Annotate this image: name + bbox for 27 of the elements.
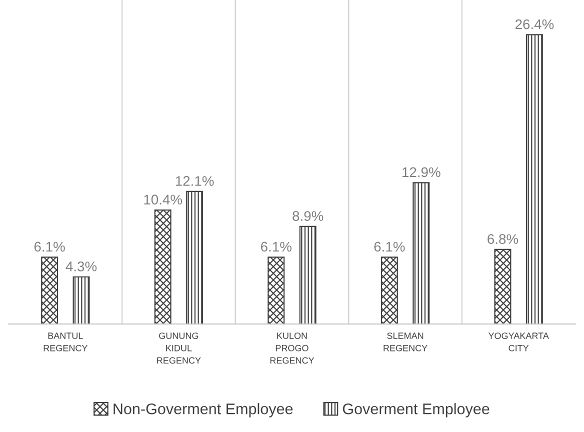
x-tick-label: YOGYAKARTA CITY — [488, 332, 549, 352]
bar — [268, 256, 285, 324]
bar — [154, 209, 172, 324]
bar — [380, 256, 398, 324]
legend-label: Non-Goverment Employee — [114, 403, 293, 418]
data-label: 6.1% — [374, 242, 405, 252]
bar — [299, 226, 316, 324]
bar — [412, 182, 430, 324]
data-label: 12.9% — [402, 167, 440, 178]
bar — [526, 34, 543, 324]
data-label: 6.1% — [34, 242, 65, 252]
x-tick-label: GUNUNG KIDUL REGENCY — [157, 332, 201, 364]
data-label: 12.1% — [176, 176, 214, 186]
bar — [72, 276, 90, 324]
bar — [186, 190, 204, 324]
bar — [41, 256, 58, 324]
x-tick-label: BANTUL REGENCY — [44, 332, 88, 352]
legend-label: Goverment Employee — [342, 403, 490, 418]
data-label: 26.4% — [515, 19, 554, 30]
bar — [494, 248, 512, 324]
data-label: 6.8% — [488, 234, 518, 244]
data-label: 10.4% — [144, 194, 182, 205]
data-label: 8.9% — [292, 211, 324, 221]
data-label: 6.1% — [261, 242, 292, 252]
data-label: 4.3% — [66, 262, 97, 272]
x-tick-label: SLEMAN REGENCY — [384, 332, 428, 352]
x-tick-label: KULON PROGO REGENCY — [270, 332, 314, 364]
